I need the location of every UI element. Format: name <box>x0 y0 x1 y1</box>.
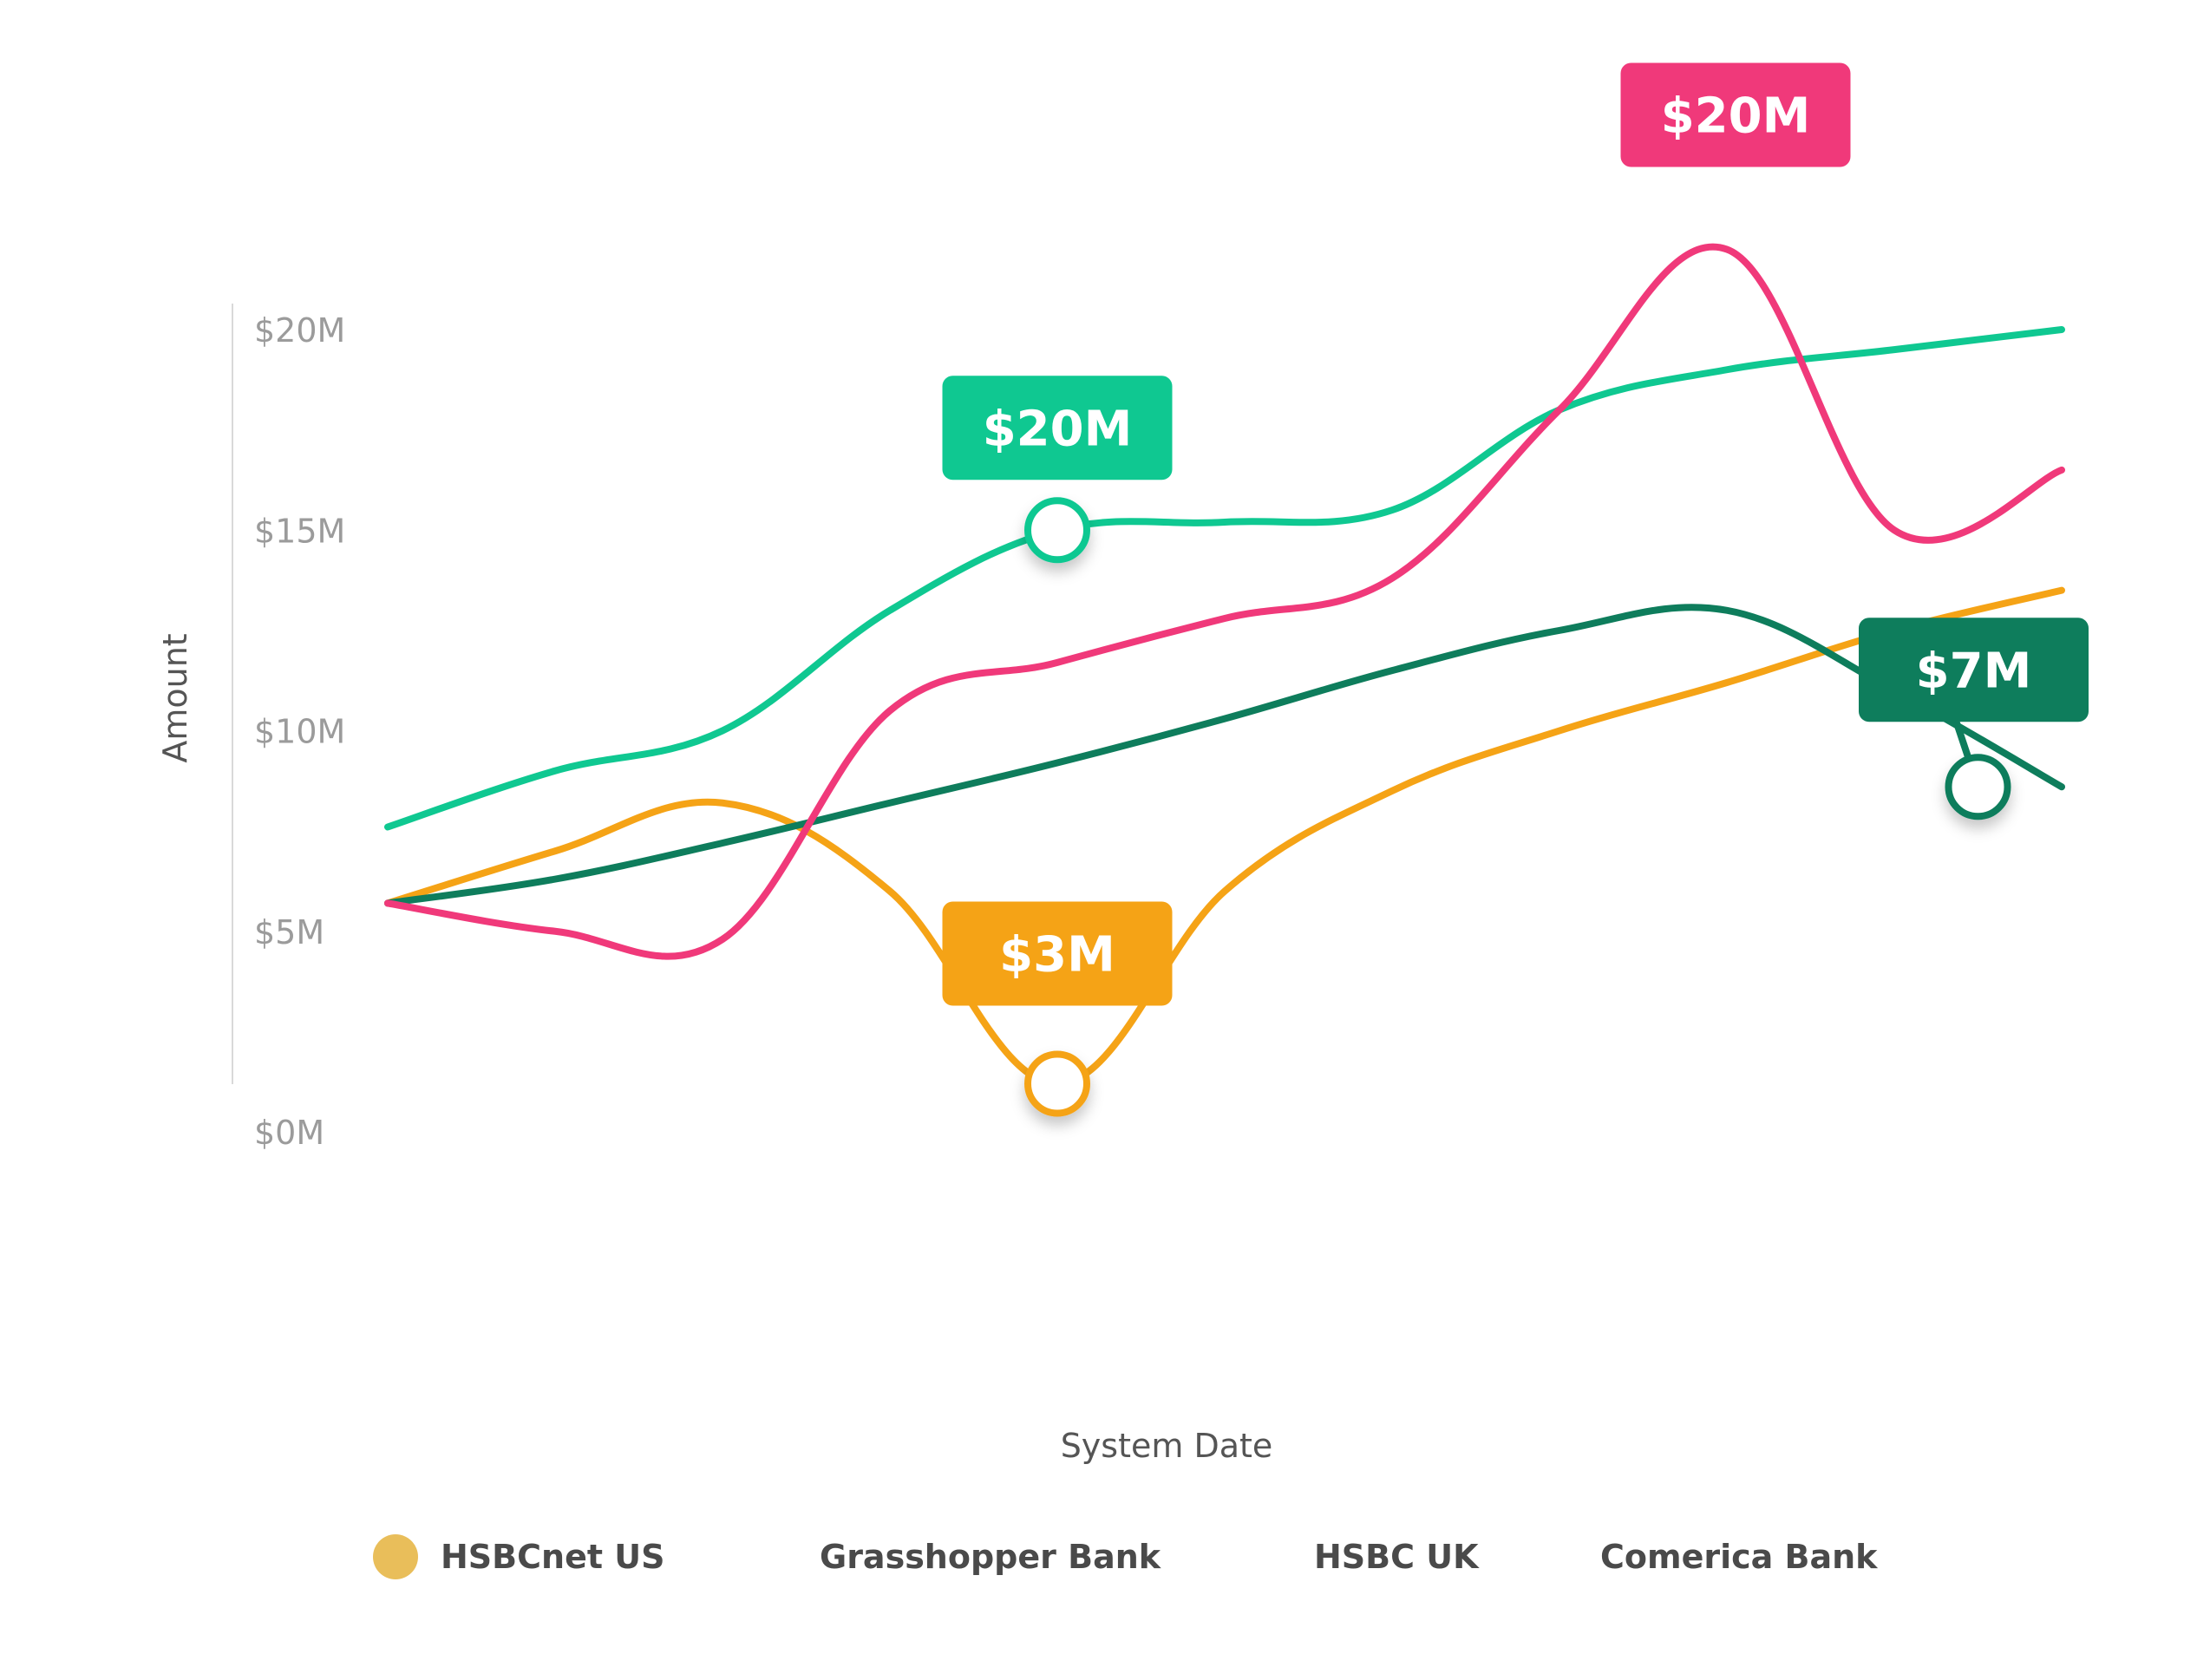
callout-1: $3M <box>942 901 1173 1117</box>
legend-label: Comerica Bank <box>1600 1538 1878 1576</box>
series-line-hsbc-uk <box>384 604 2065 907</box>
y-axis-title: Amount <box>156 633 194 762</box>
callout-0: $20M <box>942 376 1173 564</box>
legend: HSBCnet US Grasshopper Bank HSBC UK Comeric… <box>373 1526 2021 1587</box>
callout-label: $7M <box>1916 643 2032 699</box>
legend-label: HSBC UK <box>1314 1538 1479 1576</box>
legend-item-grasshopper-bank[interactable]: Grasshopper Bank <box>820 1526 1161 1587</box>
legend-label: HSBCnet US <box>441 1538 665 1576</box>
series-layer <box>384 243 2065 1088</box>
x-axis-title: System Date <box>1061 1427 1273 1465</box>
legend-item-hsbcnet-us[interactable]: HSBCnet US <box>373 1526 664 1587</box>
callout-box <box>942 901 1173 1006</box>
callout-layer: $20M $3M $20M $7M <box>942 62 2089 1117</box>
callout-label: $20M <box>983 401 1133 457</box>
callout-marker <box>1024 1050 1090 1117</box>
y-tick-label: $20M <box>254 311 345 350</box>
series-line-hsbcnet-us <box>384 586 2065 1088</box>
callout-3: $7M <box>1859 618 2089 820</box>
callout-box <box>1859 618 2089 722</box>
legend-item-comerica-bank[interactable]: Comerica Bank <box>1600 1526 1877 1587</box>
y-tick-label: $0M <box>254 1114 324 1152</box>
callout-marker <box>1024 497 1090 564</box>
legend-label: Grasshopper Bank <box>820 1538 1161 1576</box>
callout-box <box>1620 62 1851 167</box>
callout-marker <box>1945 754 2011 820</box>
series-line-grasshopper-bank <box>384 326 2065 831</box>
callout-box <box>942 376 1173 480</box>
series-line-comerica-bank <box>384 243 2065 960</box>
callout-label: $20M <box>1661 88 1811 145</box>
y-tick-label: $10M <box>254 713 345 751</box>
y-tick-label: $5M <box>254 913 324 951</box>
callout-label: $3M <box>999 927 1115 984</box>
y-axis-ticks: $0M $5M $10M $15M $20M <box>254 311 345 1152</box>
y-tick-label: $15M <box>254 512 345 550</box>
legend-item-hsbc-uk[interactable]: HSBC UK <box>1314 1526 1479 1587</box>
legend-dot-icon <box>373 1534 418 1579</box>
callout-2: $20M <box>1620 62 1851 167</box>
